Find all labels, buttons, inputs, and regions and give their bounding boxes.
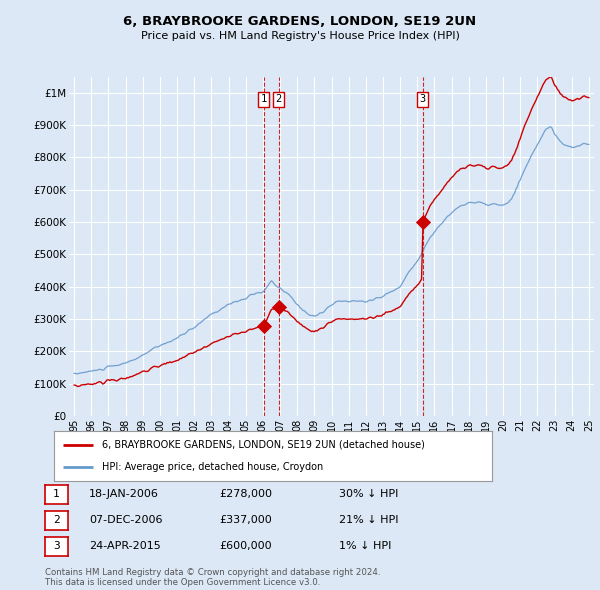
- Text: 6, BRAYBROOKE GARDENS, LONDON, SE19 2UN (detached house): 6, BRAYBROOKE GARDENS, LONDON, SE19 2UN …: [102, 440, 425, 450]
- Text: 24-APR-2015: 24-APR-2015: [89, 542, 161, 551]
- Text: 6, BRAYBROOKE GARDENS, LONDON, SE19 2UN: 6, BRAYBROOKE GARDENS, LONDON, SE19 2UN: [124, 15, 476, 28]
- Text: 21% ↓ HPI: 21% ↓ HPI: [339, 516, 398, 525]
- Text: 2: 2: [275, 94, 282, 104]
- Text: 3: 3: [53, 542, 60, 551]
- Text: 3: 3: [419, 94, 426, 104]
- Text: £278,000: £278,000: [219, 490, 272, 499]
- Point: [418, 217, 427, 227]
- Text: £337,000: £337,000: [219, 516, 272, 525]
- Point: [259, 322, 269, 331]
- Text: 1% ↓ HPI: 1% ↓ HPI: [339, 542, 391, 551]
- Text: 30% ↓ HPI: 30% ↓ HPI: [339, 490, 398, 499]
- Text: 2: 2: [53, 516, 60, 525]
- Text: Price paid vs. HM Land Registry's House Price Index (HPI): Price paid vs. HM Land Registry's House …: [140, 31, 460, 41]
- Text: 18-JAN-2006: 18-JAN-2006: [89, 490, 158, 499]
- Text: HPI: Average price, detached house, Croydon: HPI: Average price, detached house, Croy…: [102, 462, 323, 472]
- Text: 1: 1: [53, 490, 60, 499]
- Text: £600,000: £600,000: [219, 542, 272, 551]
- Text: Contains HM Land Registry data © Crown copyright and database right 2024.
This d: Contains HM Land Registry data © Crown c…: [45, 568, 380, 587]
- Text: 07-DEC-2006: 07-DEC-2006: [89, 516, 162, 525]
- Point: [274, 302, 283, 312]
- Text: 1: 1: [260, 94, 267, 104]
